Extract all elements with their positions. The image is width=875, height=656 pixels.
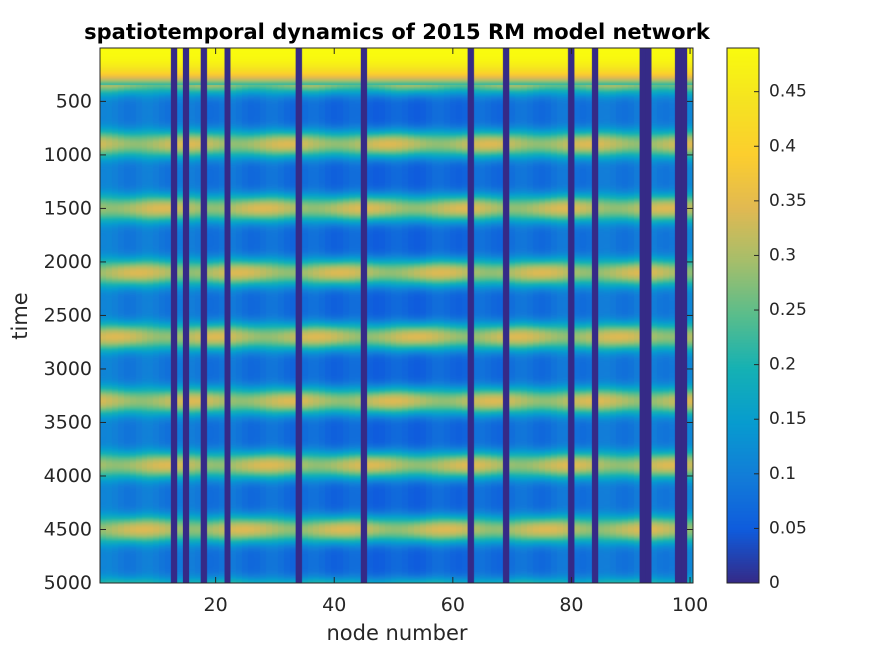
y-tick-label: 3500 bbox=[44, 411, 92, 433]
y-tick-label: 4000 bbox=[44, 465, 92, 487]
y-tick-label: 3000 bbox=[44, 358, 92, 380]
colorbar-gradient bbox=[727, 48, 759, 583]
dead-node-column-15 bbox=[183, 48, 189, 583]
y-tick-label: 5000 bbox=[44, 572, 92, 594]
dead-node-column-18 bbox=[200, 48, 207, 583]
y-tick-label: 500 bbox=[56, 90, 92, 112]
dead-node-column-13 bbox=[171, 48, 178, 583]
y-axis-ticks: 500 1000 1500 2000 2500 3000 3500 4000 4500 5000 bbox=[44, 90, 693, 594]
colorbar-tick-label: 0.15 bbox=[769, 409, 807, 429]
x-tick-label: 80 bbox=[559, 594, 583, 616]
dead-node-column-69 bbox=[503, 48, 510, 583]
y-tick-label: 4500 bbox=[44, 518, 92, 540]
colorbar-tick-label: 0.1 bbox=[769, 464, 796, 484]
chart-title: spatiotemporal dynamics of 2015 RM model… bbox=[84, 20, 711, 44]
y-tick-label: 2500 bbox=[44, 304, 92, 326]
dead-node-column-80 bbox=[568, 48, 575, 583]
colorbar-tick-label: 0.4 bbox=[769, 136, 796, 156]
dead-node-column-98 bbox=[675, 48, 682, 583]
colorbar-tick-label: 0.35 bbox=[769, 191, 807, 211]
y-tick-label: 1500 bbox=[44, 197, 92, 219]
x-tick-label: 20 bbox=[204, 594, 228, 616]
y-axis-label: time bbox=[8, 292, 32, 339]
colorbar-ticks: 0 0.05 0.1 0.15 0.2 0.25 0.3 0.35 0.4 0.45 bbox=[754, 82, 807, 593]
y-tick-label: 1000 bbox=[44, 144, 92, 166]
dead-node-column-84 bbox=[592, 48, 599, 583]
x-tick-label: 60 bbox=[441, 594, 465, 616]
dead-node-column-99 bbox=[681, 48, 688, 583]
dead-node-column-34 bbox=[295, 48, 302, 583]
colorbar-gradient-container bbox=[727, 48, 759, 583]
colorbar-tick-label: 0.3 bbox=[769, 245, 796, 265]
plot-area bbox=[99, 47, 694, 584]
colorbar-tick-label: 0 bbox=[769, 573, 780, 593]
colorbar-tick-label: 0.2 bbox=[769, 355, 796, 375]
colorbar-tick-label: 0.45 bbox=[769, 82, 807, 102]
dead-node-columns bbox=[171, 48, 688, 583]
y-tick-label: 2000 bbox=[44, 251, 92, 273]
dead-node-column-93 bbox=[645, 48, 652, 583]
x-axis-ticks: 20 40 60 80 100 bbox=[204, 48, 708, 616]
x-tick-label: 100 bbox=[672, 594, 708, 616]
x-axis-label: node number bbox=[326, 621, 467, 645]
colorbar: 0 0.05 0.1 0.15 0.2 0.25 0.3 0.35 0.4 0.45 bbox=[726, 47, 807, 593]
dead-node-column-92 bbox=[639, 48, 646, 583]
colorbar-frame bbox=[726, 47, 760, 584]
dead-node-column-63 bbox=[467, 48, 474, 583]
colorbar-tick-label: 0.25 bbox=[769, 300, 807, 320]
colorbar-tick-label: 0.05 bbox=[769, 518, 807, 538]
dead-node-column-45 bbox=[360, 48, 367, 583]
x-tick-label: 40 bbox=[322, 594, 346, 616]
dead-node-column-22 bbox=[224, 48, 231, 583]
